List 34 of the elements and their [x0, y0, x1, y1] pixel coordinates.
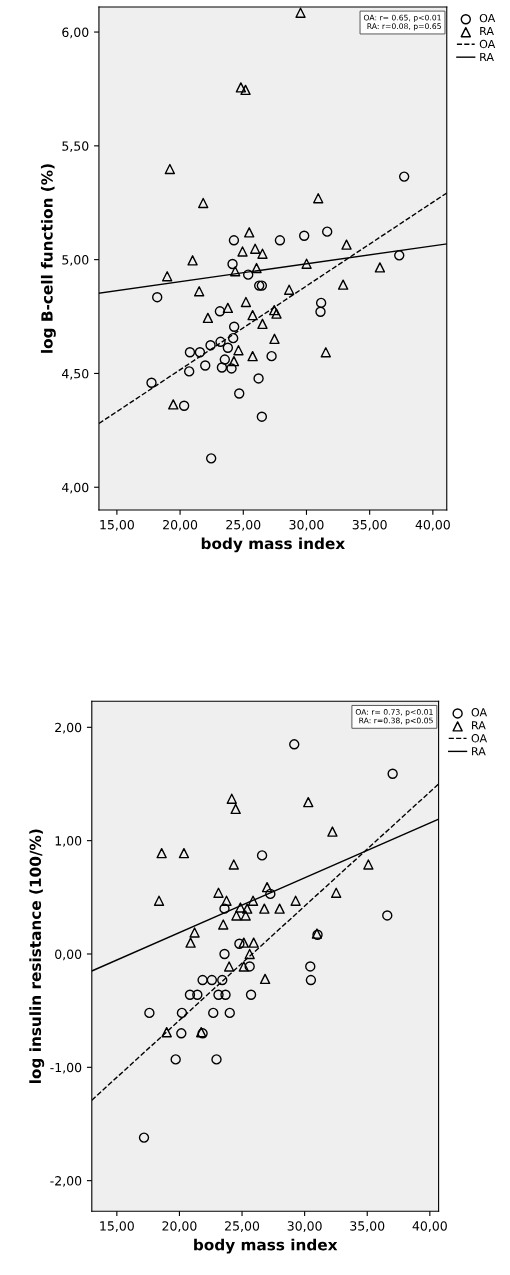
y-tick-label: 4,00 — [62, 482, 89, 494]
legend-label: RA — [472, 747, 486, 756]
y-tick-label: -1,00 — [50, 1062, 82, 1074]
x-axis-title: body mass index — [194, 1238, 338, 1254]
legend-label: OA — [471, 734, 488, 743]
legend-label: RA — [480, 52, 494, 62]
legend-label: RA — [480, 27, 494, 36]
legend-label: OA — [471, 708, 488, 717]
y-tick-label: 5,50 — [62, 141, 89, 153]
x-tick-label: 40,00 — [415, 519, 450, 531]
x-tick-label: 25,00 — [226, 519, 261, 531]
x-tick-label: 25,00 — [225, 1221, 260, 1232]
x-tick-label: 40,00 — [412, 1221, 447, 1232]
x-tick-label: 35,00 — [352, 519, 387, 531]
x-axis-title: body mass index — [201, 537, 345, 553]
x-tick-label: 30,00 — [289, 519, 324, 531]
x-tick-label: 30,00 — [287, 1221, 322, 1232]
y-tick-label: 6,00 — [62, 27, 89, 39]
y-axis-title: log B-cell function (%) — [40, 164, 56, 353]
x-tick-label: 15,00 — [100, 519, 134, 531]
y-tick-label: 2,00 — [55, 722, 82, 734]
x-tick-label: 20,00 — [162, 1221, 197, 1232]
y-tick-label: 0,00 — [55, 949, 82, 961]
y-tick-label: 4,50 — [62, 368, 89, 380]
legend-label: OA — [479, 39, 496, 49]
legend-label: RA — [472, 721, 486, 730]
y-tick-label: 1,00 — [55, 836, 82, 847]
x-tick-label: 15,00 — [100, 1221, 134, 1232]
y-tick-label: -2,00 — [50, 1176, 82, 1187]
x-tick-label: 35,00 — [350, 1221, 385, 1232]
x-tick-label: 20,00 — [163, 519, 198, 531]
y-axis-title: log insulin resistance (100/%) — [29, 829, 45, 1083]
legend-label: OA — [479, 13, 496, 23]
y-tick-label: 5,00 — [62, 255, 89, 266]
